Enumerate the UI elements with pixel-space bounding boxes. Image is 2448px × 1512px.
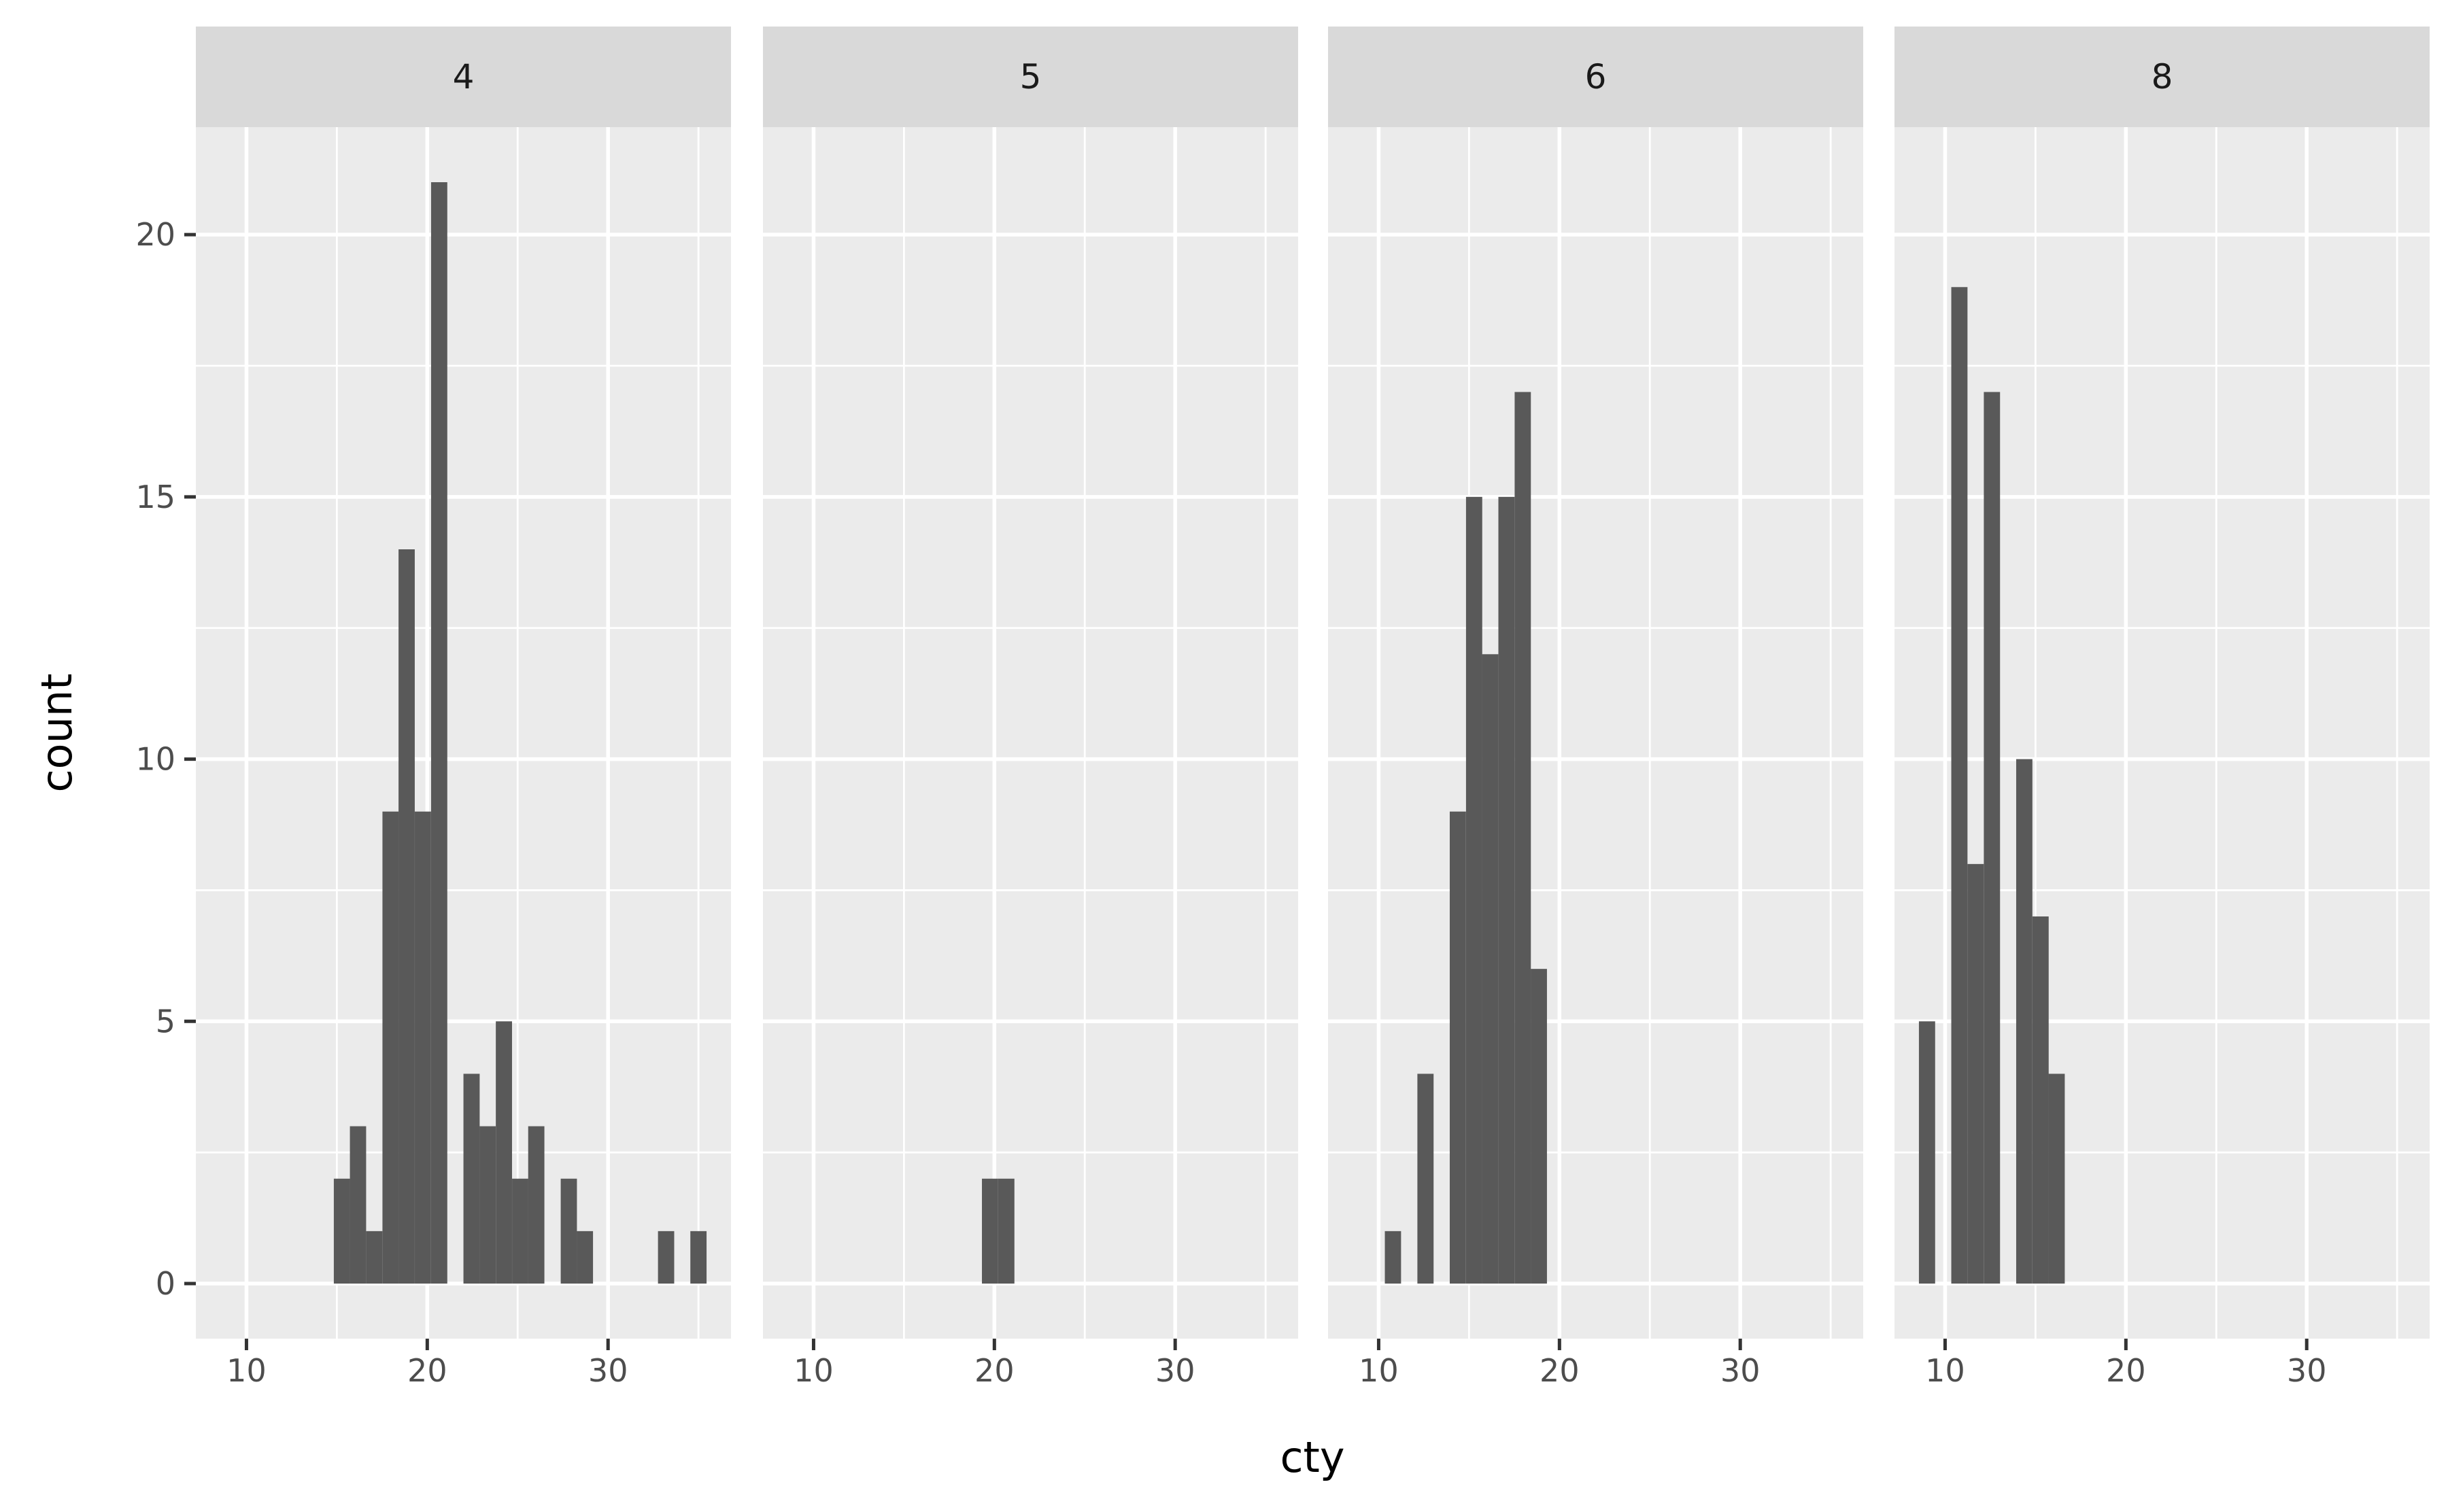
x-tick-label: 20: [407, 1352, 447, 1389]
x-tick-label: 20: [1540, 1352, 1580, 1389]
facet-strip-label: 6: [1585, 57, 1607, 97]
histogram-bar: [1498, 496, 1515, 1284]
histogram-bar: [415, 811, 431, 1284]
histogram-bar: [1531, 969, 1547, 1284]
histogram-bar: [1465, 496, 1482, 1284]
histogram-bar: [1449, 811, 1466, 1284]
x-tick-label: 30: [588, 1352, 628, 1389]
histogram-bar: [1417, 1073, 1434, 1284]
x-tick-label: 20: [974, 1352, 1015, 1389]
histogram-bar: [998, 1178, 1015, 1284]
facet-strip: [1328, 27, 1863, 127]
histogram-bar: [658, 1231, 675, 1284]
histogram-bar: [430, 182, 447, 1284]
histogram-bar: [982, 1178, 998, 1284]
x-tick-label: 10: [794, 1352, 834, 1389]
panel-background: [196, 127, 731, 1339]
facet-strip: [763, 27, 1298, 127]
histogram-bar: [463, 1073, 480, 1284]
histogram-bar: [366, 1231, 383, 1284]
histogram-bar: [577, 1231, 594, 1284]
histogram-bar: [2032, 916, 2049, 1284]
y-tick-label: 10: [135, 741, 175, 778]
histogram-bar: [496, 1021, 512, 1284]
x-tick-label: 10: [226, 1352, 267, 1389]
x-tick-label: 10: [1925, 1352, 1965, 1389]
histogram-bar: [2048, 1073, 2065, 1284]
x-tick-label: 30: [2287, 1352, 2327, 1389]
facet-strip: [196, 27, 731, 127]
y-tick-label: 15: [135, 479, 175, 515]
histogram-bar: [333, 1178, 350, 1284]
histogram-bar: [1514, 392, 1531, 1284]
panel-background: [1328, 127, 1863, 1339]
histogram-bar: [1951, 287, 1968, 1284]
histogram-bar: [512, 1178, 528, 1284]
facet-strip-label: 8: [2152, 57, 2173, 97]
facet-strip-label: 5: [1020, 57, 1042, 97]
x-axis-title: cty: [1280, 1432, 1344, 1482]
histogram-bar: [560, 1178, 577, 1284]
y-axis-title: count: [32, 674, 82, 793]
histogram-bar: [1384, 1231, 1401, 1284]
histogram-bar: [1967, 863, 1984, 1284]
histogram-bar: [382, 811, 399, 1284]
x-tick-label: 10: [1359, 1352, 1399, 1389]
y-tick-label: 5: [156, 1003, 175, 1040]
facet-strip: [1894, 27, 2430, 127]
histogram-bar: [1984, 392, 2001, 1284]
histogram-bar: [1918, 1021, 1935, 1284]
histogram-bar: [2016, 759, 2033, 1284]
histogram-bar: [528, 1126, 545, 1284]
x-tick-label: 30: [1720, 1352, 1761, 1389]
facet-strip-label: 4: [453, 57, 475, 97]
histogram-bar: [398, 549, 415, 1284]
histogram-bar: [350, 1126, 367, 1284]
x-tick-label: 20: [2106, 1352, 2146, 1389]
y-tick-label: 0: [156, 1265, 175, 1302]
histogram-bar: [479, 1126, 496, 1284]
histogram-bar: [1482, 654, 1499, 1284]
y-tick-label: 20: [135, 216, 175, 253]
x-tick-label: 30: [1155, 1352, 1195, 1389]
panel-background: [763, 127, 1298, 1339]
histogram-bar: [690, 1231, 707, 1284]
